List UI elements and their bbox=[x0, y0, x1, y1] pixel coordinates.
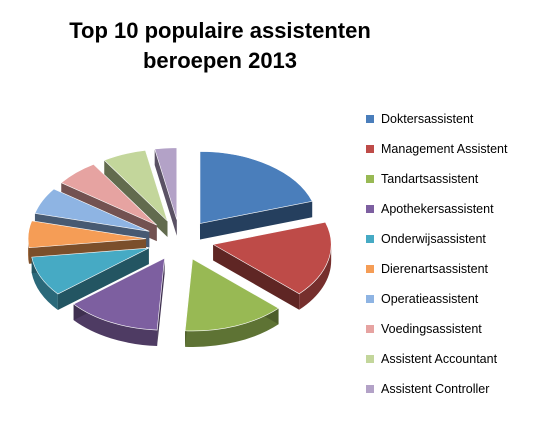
legend-label: Tandartsassistent bbox=[381, 172, 479, 186]
legend-label: Management Assistent bbox=[381, 142, 508, 156]
pie-slice-1 bbox=[199, 151, 313, 240]
chart-title-line-1: Top 10 populaire assistenten bbox=[69, 18, 371, 43]
legend-item: Assistent Controller bbox=[366, 374, 507, 404]
pie-slice-9 bbox=[103, 149, 168, 238]
legend-item: Onderwijsassistent bbox=[366, 224, 507, 254]
legend-swatch bbox=[366, 355, 374, 363]
legend-label: Onderwijsassistent bbox=[381, 232, 486, 246]
legend-item: Operatieassistent bbox=[366, 284, 507, 314]
legend-label: Voedingsassistent bbox=[381, 322, 482, 336]
legend-item: Management Assistent bbox=[366, 134, 507, 164]
legend-label: Assistent Accountant bbox=[381, 352, 498, 366]
legend-label: Dierenartsassistent bbox=[381, 262, 488, 276]
pie-slice-edge bbox=[213, 244, 300, 310]
legend-item: Dierenartsassistent bbox=[366, 254, 507, 284]
legend-swatch bbox=[366, 265, 374, 273]
pie-slice-10 bbox=[154, 147, 178, 236]
chart-legend: Doktersassistent Management Assistent Tand… bbox=[366, 104, 507, 404]
pie-slice-4 bbox=[73, 257, 165, 347]
legend-item: Assistent Accountant bbox=[366, 344, 507, 374]
legend-label: Doktersassistent bbox=[381, 112, 474, 126]
pie-slice-side bbox=[31, 257, 58, 310]
pie-slice-side bbox=[73, 304, 158, 347]
chart-title: Top 10 populaire assistenten beroepen 20… bbox=[50, 16, 390, 76]
legend-swatch bbox=[366, 235, 374, 243]
pie-slice-2 bbox=[212, 221, 332, 310]
legend-swatch bbox=[366, 205, 374, 213]
legend-label: Assistent Controller bbox=[381, 382, 490, 396]
legend-label: Apothekersassistent bbox=[381, 202, 494, 216]
legend-item: Voedingsassistent bbox=[366, 314, 507, 344]
legend-swatch bbox=[366, 115, 374, 123]
pie-slice-top bbox=[60, 163, 157, 226]
pie-slice-top bbox=[73, 257, 165, 331]
legend-item: Apothekersassistent bbox=[366, 194, 507, 224]
pie-slice-edge bbox=[199, 201, 313, 240]
pie-slice-top bbox=[103, 149, 168, 222]
legend-swatch bbox=[366, 145, 374, 153]
pie-slice-side bbox=[185, 308, 279, 347]
legend-item: Tandartsassistent bbox=[366, 164, 507, 194]
pie-slice-edge bbox=[154, 148, 177, 236]
pie-slice-top bbox=[184, 258, 280, 332]
pie-slice-edge bbox=[157, 258, 165, 347]
pie-slice-top bbox=[154, 147, 178, 220]
legend-swatch bbox=[366, 175, 374, 183]
pie-slice-3 bbox=[184, 258, 280, 347]
legend-swatch bbox=[366, 385, 374, 393]
legend-swatch bbox=[366, 325, 374, 333]
legend-swatch bbox=[366, 295, 374, 303]
pie-slice-top bbox=[199, 151, 313, 224]
pie-slice-top bbox=[212, 221, 332, 295]
pie-slice-5 bbox=[31, 247, 149, 310]
legend-item: Doktersassistent bbox=[366, 104, 507, 134]
pie-slice-top bbox=[34, 188, 150, 232]
pie-slice-top bbox=[27, 220, 147, 249]
pie-slice-top bbox=[31, 247, 149, 295]
legend-label: Operatieassistent bbox=[381, 292, 479, 306]
pie-slice-side bbox=[299, 244, 332, 310]
chart-title-line-2: beroepen 2013 bbox=[142, 48, 298, 73]
pie-slice-edge bbox=[104, 160, 168, 238]
